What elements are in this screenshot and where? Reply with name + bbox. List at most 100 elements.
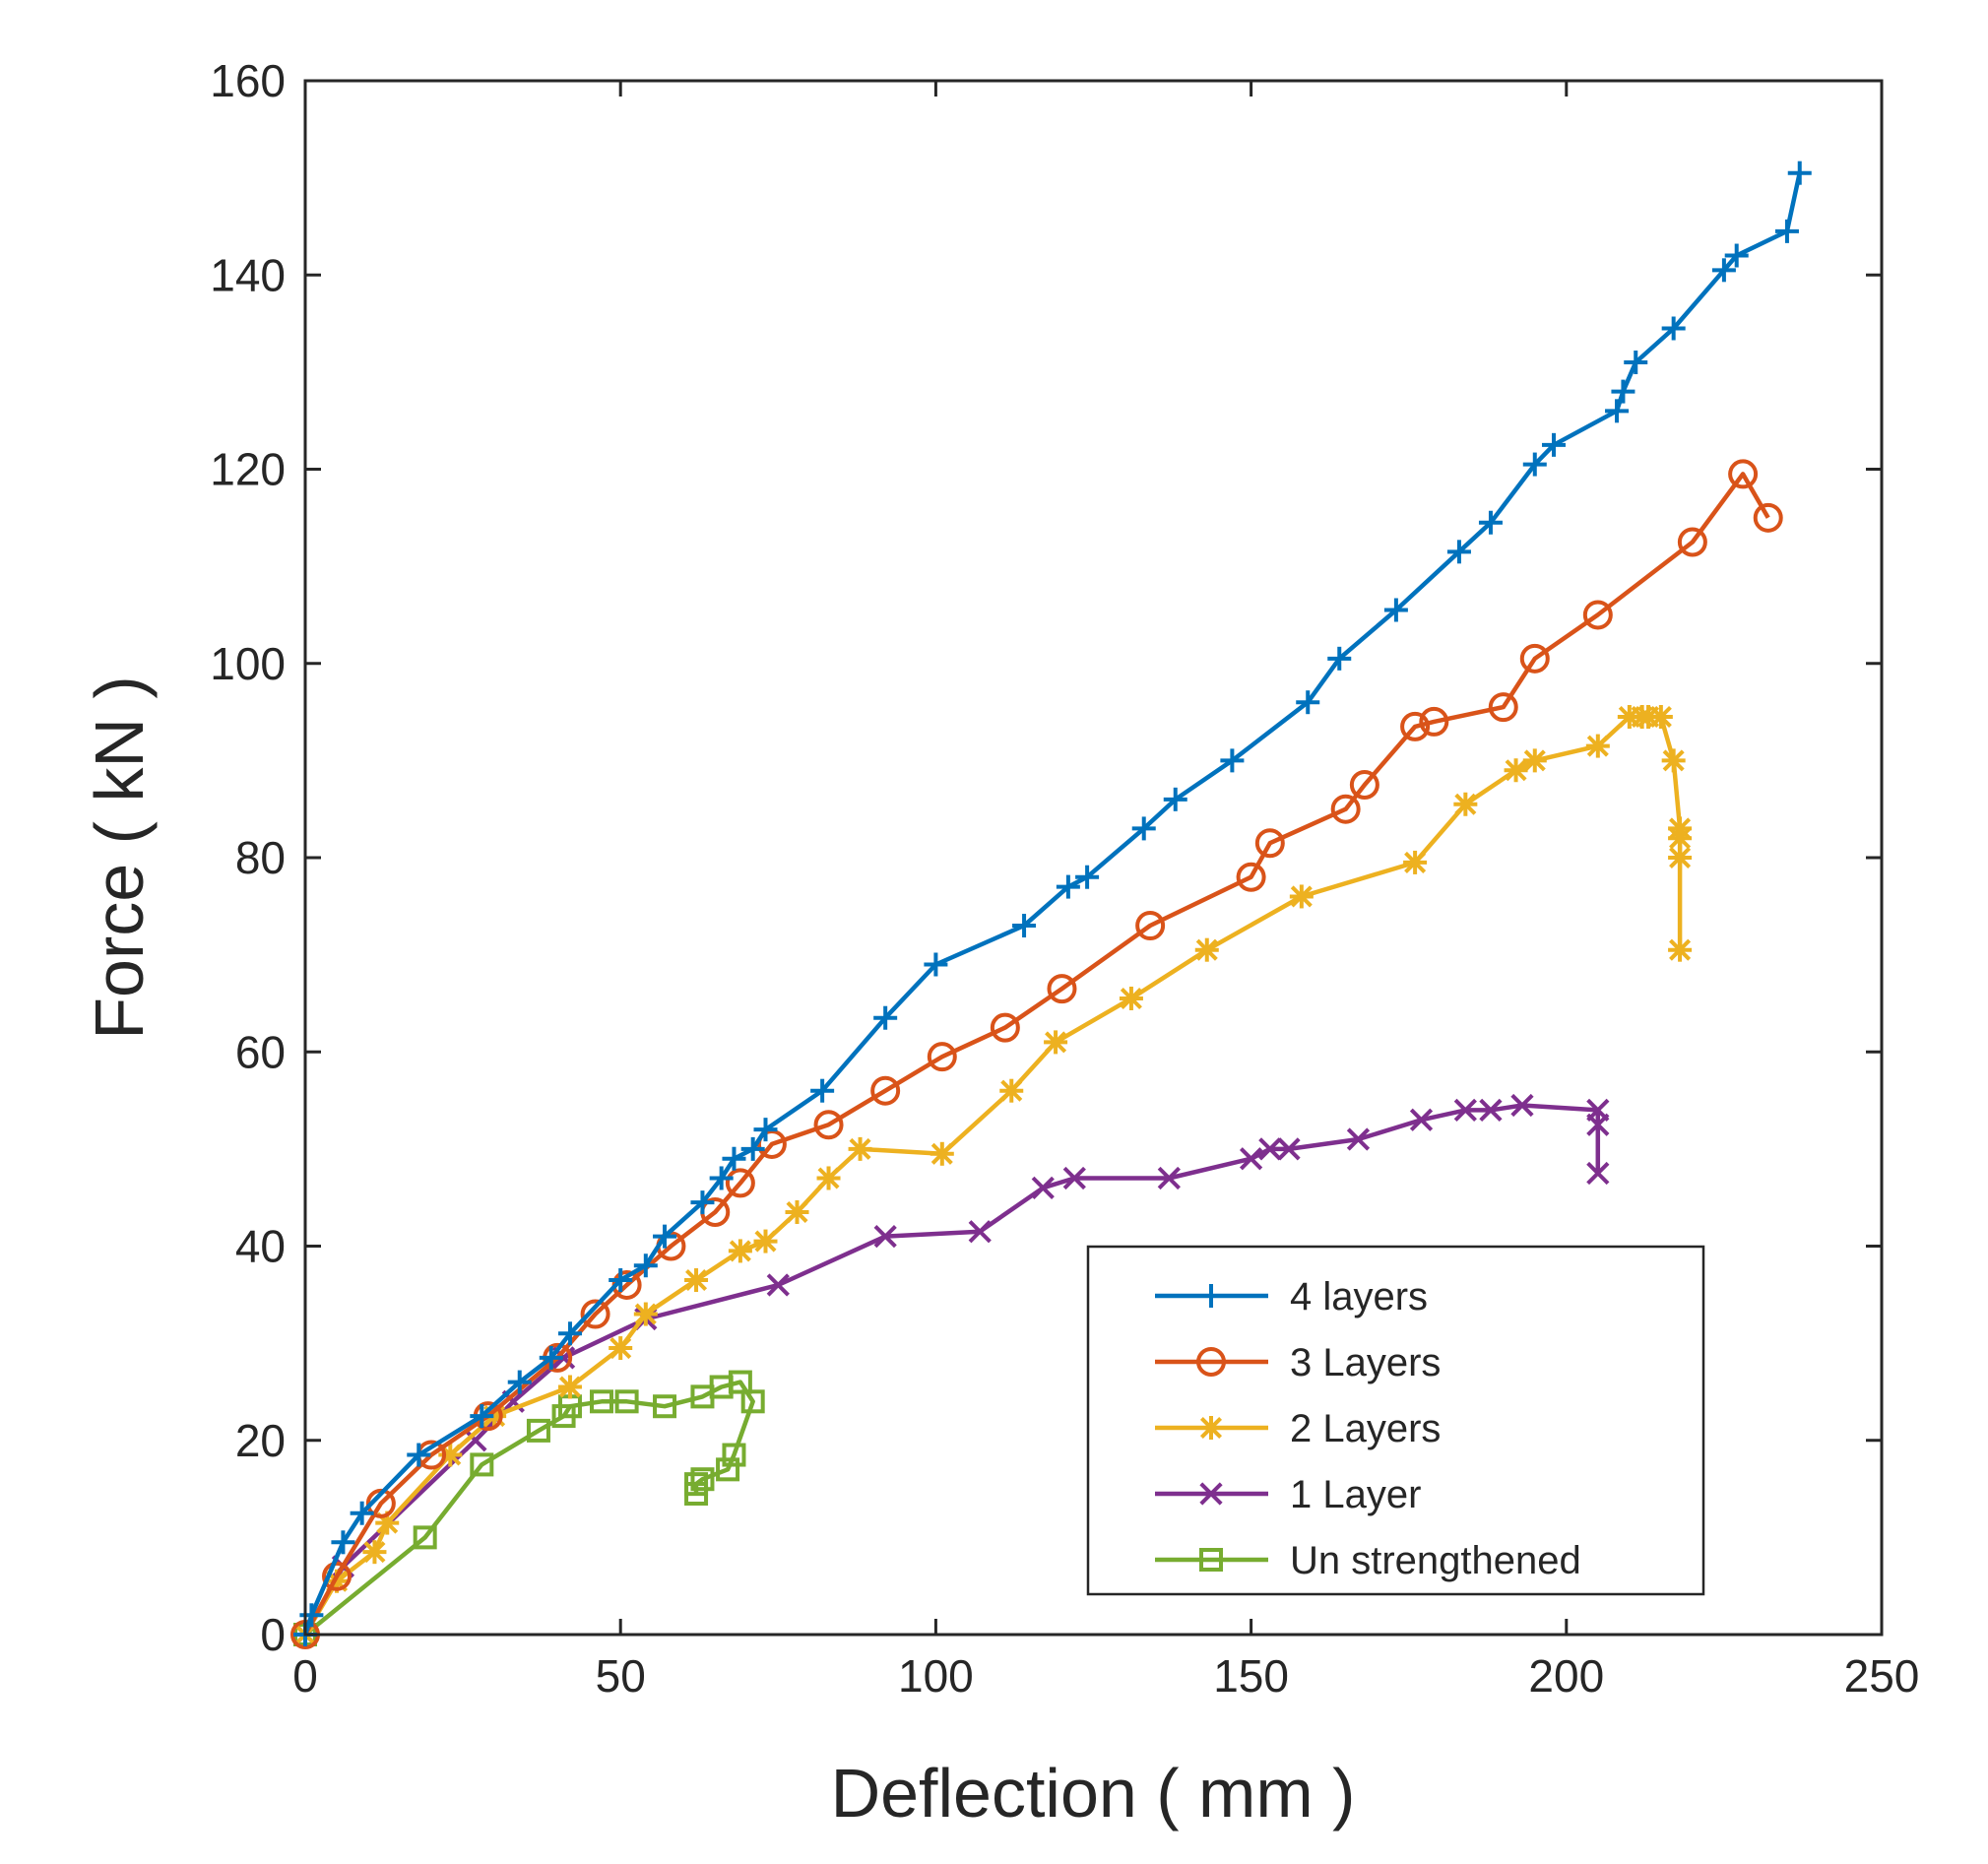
data-point-un-strengthened-15: [690, 1467, 715, 1492]
data-point-3-layers-21: [1349, 770, 1379, 801]
y-tick-label: 140: [210, 249, 286, 300]
x-tick-label: 100: [898, 1650, 974, 1702]
data-point-3-layers-15: [990, 1012, 1020, 1043]
data-point-1-layer-10: [1062, 1166, 1086, 1190]
data-point-4-layers-16: [753, 1118, 778, 1142]
data-point-4-layers-39: [1774, 219, 1799, 243]
data-point-4-layers-3: [350, 1501, 374, 1525]
ticks-layer: 0 50 100 150 200 250 0 20 40 60 80 100 120 140 160: [210, 55, 1919, 1702]
data-point-2-layers-6: [557, 1375, 582, 1399]
y-tick-label: 20: [235, 1415, 286, 1466]
legend-entry-2-layers: 2 Layers: [1155, 1407, 1441, 1450]
data-point-4-layers-32: [1541, 432, 1566, 457]
data-point-un-strengthened-3: [526, 1418, 550, 1443]
data-point-3-layers-19: [1254, 828, 1285, 859]
data-point-2-layers-21: [1403, 850, 1428, 874]
data-point-4-layers-27: [1327, 646, 1352, 671]
data-point-un-strengthened-17: [684, 1481, 709, 1506]
data-point-2-layers-11: [753, 1229, 778, 1253]
series-2-layers: [293, 704, 1693, 1646]
series-line-3-layers: [303, 472, 1770, 1637]
data-point-4-layers-37: [1711, 258, 1736, 283]
legend-label-1-layer: 1 Layer: [1290, 1473, 1421, 1516]
data-point-un-strengthened-14: [716, 1457, 740, 1482]
data-point-3-layers-22: [1400, 711, 1431, 741]
data-point-2-layers-20: [1289, 884, 1314, 909]
data-point-2-layers-33: [1668, 846, 1693, 869]
data-point-2-layers-17: [1044, 1030, 1068, 1055]
data-point-1-layer-7: [873, 1225, 897, 1249]
data-point-un-strengthened-12: [740, 1389, 765, 1414]
data-point-4-layers-10: [633, 1253, 658, 1278]
data-point-4-layers-15: [740, 1136, 765, 1161]
data-point-un-strengthened-11: [728, 1370, 752, 1394]
data-point-2-layers-14: [848, 1136, 872, 1161]
data-point-4-layers-1: [299, 1603, 324, 1628]
data-point-2-layers-25: [1585, 734, 1610, 758]
legend-label-un-strengthened: Un strengthened: [1290, 1539, 1581, 1582]
y-tick-label: 40: [235, 1221, 286, 1272]
data-point-1-layer-19: [1510, 1093, 1534, 1118]
legend-marker-2-layers: [1199, 1416, 1223, 1440]
x-tick-label: 150: [1213, 1650, 1289, 1702]
data-point-1-layer-15: [1346, 1127, 1371, 1151]
legend-entry-3-layers: 3 Layers: [1155, 1341, 1441, 1384]
data-point-3-layers-24: [1488, 692, 1518, 723]
data-point-1-layer-9: [1031, 1176, 1055, 1199]
legend-marker-un-strengthened: [1199, 1548, 1223, 1572]
data-point-3-layers-25: [1519, 643, 1550, 674]
data-point-1-layer-16: [1409, 1108, 1434, 1131]
data-point-2-layers-18: [1119, 987, 1143, 1011]
legend-marker-1-layer: [1199, 1482, 1223, 1506]
data-point-2-layers-7: [609, 1336, 633, 1361]
x-tick-label: 250: [1844, 1650, 1920, 1702]
data-point-3-layers-20: [1330, 794, 1361, 824]
data-point-3-layers-13: [870, 1075, 901, 1106]
data-point-2-layers-22: [1453, 792, 1478, 816]
data-point-un-strengthened-13: [722, 1443, 746, 1467]
data-point-2-layers-15: [930, 1141, 954, 1166]
data-point-4-layers-36: [1661, 316, 1686, 341]
legend-box: [1086, 1245, 1705, 1596]
y-tick-label: 80: [235, 832, 286, 883]
data-point-4-layers-5: [470, 1404, 494, 1429]
data-point-2-layers-13: [816, 1166, 841, 1190]
data-point-4-layers-40: [1787, 161, 1812, 185]
data-point-4-layers-28: [1383, 598, 1408, 622]
data-point-2-layers-8: [633, 1302, 658, 1326]
legend-marker-3-layers: [1196, 1347, 1226, 1377]
data-point-3-layers-17: [1135, 911, 1166, 941]
data-point-3-layers-27: [1677, 527, 1707, 557]
data-point-4-layers-25: [1220, 748, 1245, 773]
series-un-strengthened: [293, 1370, 765, 1646]
y-tick-label: 60: [235, 1026, 286, 1077]
data-point-3-layers-18: [1236, 862, 1266, 892]
data-point-4-layers-4: [407, 1443, 431, 1467]
data-point-4-layers-23: [1131, 816, 1156, 841]
data-point-4-layers-9: [609, 1268, 633, 1293]
data-point-2-layers-12: [785, 1199, 809, 1224]
data-point-un-strengthened-1: [413, 1525, 437, 1550]
data-point-2-layers-9: [684, 1268, 709, 1293]
data-point-4-layers-20: [1012, 914, 1037, 938]
data-point-4-layers-2: [331, 1530, 355, 1555]
y-tick-label: 120: [210, 444, 286, 495]
data-point-1-layer-8: [968, 1220, 992, 1244]
data-point-2-layers-19: [1194, 937, 1219, 962]
data-point-2-layers-30: [1661, 748, 1686, 773]
series-layer: [290, 161, 1812, 1649]
data-point-1-layer-18: [1479, 1098, 1503, 1123]
data-point-1-layer-2: [464, 1429, 487, 1452]
data-point-4-layers-19: [924, 952, 948, 977]
y-axis-title: Force ( kN ): [81, 675, 158, 1039]
legend-marker-4-layers: [1199, 1284, 1223, 1308]
data-point-1-layer-13: [1258, 1137, 1282, 1161]
data-point-3-layers-6: [580, 1299, 610, 1329]
x-tick-label: 50: [596, 1650, 646, 1702]
data-point-3-layers-28: [1728, 459, 1759, 489]
data-point-1-layer-22: [1586, 1161, 1610, 1186]
data-point-3-layers-26: [1582, 600, 1613, 630]
data-point-4-layers-24: [1163, 787, 1187, 811]
data-point-2-layers-2: [362, 1540, 387, 1565]
